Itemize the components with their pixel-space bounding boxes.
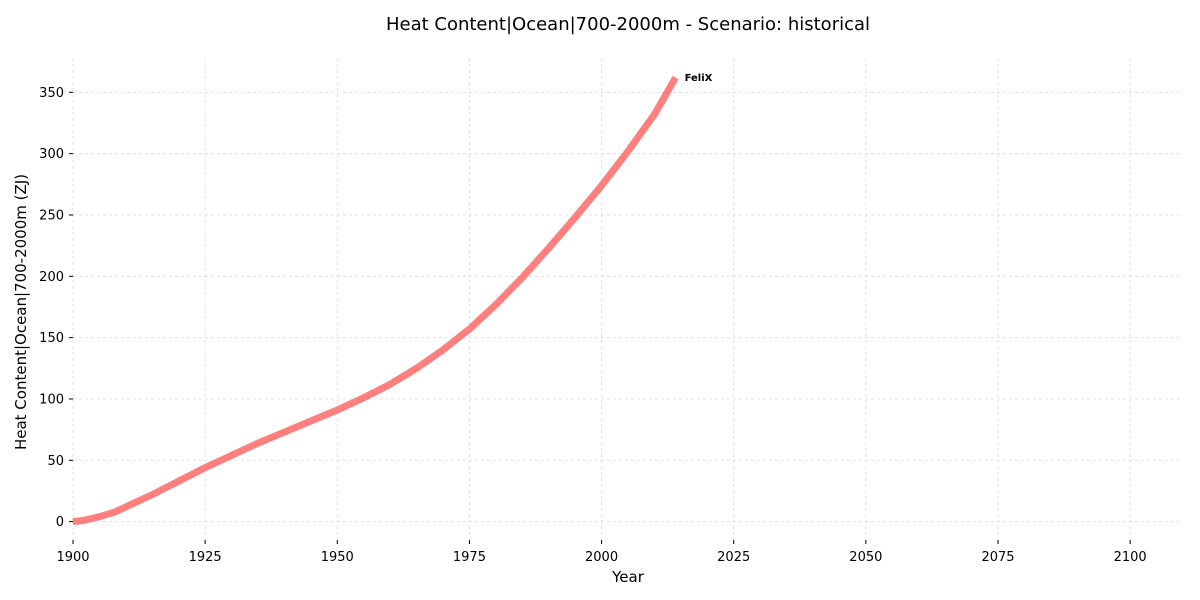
series-point [440, 346, 447, 353]
series-point [149, 491, 156, 498]
y-tick-label: 150 [39, 331, 64, 346]
y-tick-label: 250 [39, 208, 64, 223]
series-point [228, 452, 235, 459]
y-tick-label: 100 [39, 392, 64, 407]
series-point [175, 478, 182, 485]
series-point [334, 406, 341, 413]
series-point [651, 111, 658, 118]
series-point [70, 518, 77, 525]
series-point [202, 464, 209, 471]
series-line [72, 75, 679, 526]
y-tick-label: 350 [39, 86, 64, 101]
x-tick-label: 2100 [1114, 550, 1147, 565]
series-point [281, 429, 288, 436]
series-point [572, 214, 579, 221]
series-layer: FeliX [70, 73, 713, 526]
y-axis-label: Heat Content|Ocean|700-2000m (ZJ) [12, 174, 30, 450]
x-axis-label: Year [611, 568, 645, 586]
x-tick-label: 2025 [717, 550, 750, 565]
series-point [492, 301, 499, 308]
x-tick-label: 2075 [981, 550, 1014, 565]
y-tick-label: 0 [56, 515, 64, 530]
series-point [387, 381, 394, 388]
series-point [255, 440, 262, 447]
chart-title: Heat Content|Ocean|700-2000m - Scenario:… [386, 14, 870, 35]
y-tick-label: 50 [47, 454, 64, 469]
series-point [466, 326, 473, 333]
series-point [625, 148, 632, 155]
series-point [80, 517, 87, 524]
grid [72, 58, 1183, 540]
series-point [519, 274, 526, 281]
series-label: FeliX [685, 73, 713, 84]
series-point [545, 245, 552, 252]
series-point [413, 365, 420, 372]
series-point [598, 182, 605, 189]
series-point [96, 513, 103, 520]
x-tick-label: 1950 [321, 550, 354, 565]
x-tick-label: 1925 [189, 550, 222, 565]
series-point [672, 74, 679, 81]
x-tick-label: 1900 [56, 550, 89, 565]
x-tick-label: 2000 [585, 550, 618, 565]
series-point [112, 508, 119, 515]
series-point [360, 394, 367, 401]
y-axis-ticks: 0 50 100 150 200 250 300 350 [39, 86, 73, 530]
series-point [122, 503, 129, 510]
x-tick-label: 1975 [453, 550, 486, 565]
y-tick-label: 200 [39, 270, 64, 285]
series-point [307, 418, 314, 425]
x-axis-ticks: 1900 1925 1950 1975 2000 2025 2050 2075 2100 [56, 540, 1147, 565]
x-tick-label: 2050 [849, 550, 882, 565]
y-tick-label: 300 [39, 147, 64, 162]
